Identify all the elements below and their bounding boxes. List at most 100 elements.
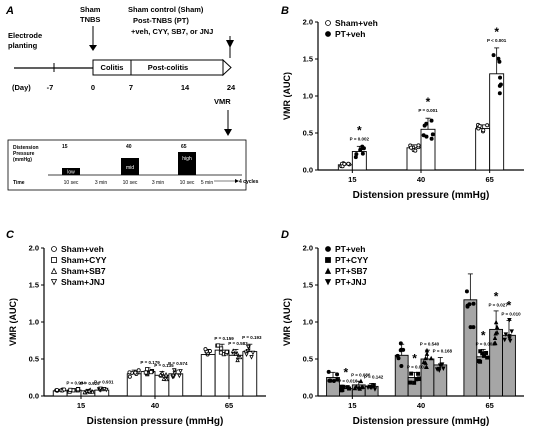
point-PT+veh-40-1: [429, 136, 434, 141]
point-PT+veh-40-4: [421, 133, 426, 138]
high-block: [178, 152, 196, 175]
p-value-2: P < 0.001: [487, 38, 507, 43]
vmr-label: VMR: [214, 97, 231, 106]
point-PT+CYY-15-4: [339, 388, 344, 393]
point-PT+SB7-40-4: [423, 360, 428, 365]
point-PT+SB7-65-4: [493, 340, 498, 346]
point-PT+veh-65-4: [497, 91, 502, 96]
colitis-label: Colitis: [101, 63, 124, 72]
day-prefix: (Day): [12, 83, 31, 92]
y-tick-label-0: 0.0: [29, 392, 39, 401]
mid-block: [121, 158, 139, 175]
point-PT+veh-40-2: [430, 132, 435, 137]
significance-star-2-1: *: [494, 289, 499, 303]
sham-tnbs-arrowhead: [89, 45, 97, 51]
point-Sham+SB7-40-1: [160, 370, 165, 375]
point-Sham+CYY-40-1: [145, 367, 150, 372]
y-tick-label-2: 1.0: [303, 318, 313, 327]
point-PT+veh-15-4: [335, 377, 340, 382]
legend-marker-1: [51, 257, 57, 263]
point-PT+veh-15-1: [360, 151, 365, 156]
point-Sham+JNJ-40-3: [178, 369, 183, 374]
cycles-label: 4 cycles: [239, 179, 259, 185]
point-Sham+SB7-15-6: [90, 389, 95, 394]
y-tick-label-1: 0.5: [29, 355, 39, 364]
pressure-label-1: Distension: [13, 145, 39, 151]
legend-marker-0: [325, 246, 331, 252]
panel-b-chart: B 0.0 0.5 1.0 1.5 2.0 VMR (AUC) Distension pre…: [281, 5, 524, 201]
point-PT+veh-15-3: [328, 378, 333, 383]
duration-5: 5 min: [201, 180, 213, 186]
point-PT+CYY-40-2: [408, 380, 413, 385]
p-value-0-2: P = 0.142: [364, 374, 384, 379]
cycles-arrowhead: [235, 179, 239, 183]
point-PT+SB7-15-2: [360, 384, 366, 389]
legend-marker-1: [325, 257, 331, 263]
x-tick-label-2: 65: [225, 401, 233, 410]
p-value-1-0: P = 0.179: [140, 360, 160, 365]
legend-label-0: Sham+veh: [335, 18, 378, 28]
p-value-2-2: P = 0.010: [501, 312, 521, 317]
bar-PT+JNJ-65: [502, 334, 516, 397]
x-tick-label-2: 65: [485, 175, 493, 184]
point-Sham+JNJ-65-3: [249, 355, 254, 360]
duration-4: 10 sec: [180, 180, 195, 186]
sham-control-label-2: Post-TNBS (PT): [133, 16, 189, 25]
legend-marker-0: [51, 246, 57, 252]
electrode-planting-label-1: Electrode: [8, 31, 42, 40]
point-Sham+CYY-40-5: [149, 370, 154, 375]
point-Sham+JNJ-40-4: [177, 373, 182, 379]
p-value-2-0: P = 0.001: [476, 341, 496, 346]
point-PT+veh-15-5: [354, 152, 359, 157]
point-Sham+CYY-65-6: [218, 350, 223, 355]
bar-Sham+CYY-65: [214, 349, 230, 397]
legend-label-1: Sham+CYY: [61, 255, 107, 265]
point-PT+veh-40-5: [395, 353, 400, 358]
point-Sham+CYY-15-6: [75, 387, 80, 392]
point-PT+veh-15-5: [326, 369, 331, 374]
bar-PT+veh-40: [394, 354, 409, 397]
significance-star-2-2: *: [507, 299, 512, 313]
x-tick-label-1: 40: [151, 401, 159, 410]
point-PT+JNJ-15-4: [371, 383, 377, 388]
day-tick-2: 7: [129, 83, 133, 92]
point-Sham+veh-40-6: [127, 370, 132, 375]
significance-star-2-0: *: [481, 328, 486, 342]
significance-star-1: *: [426, 95, 431, 109]
point-Sham+SB7-65-3: [237, 354, 243, 360]
x-tick-label-0: 15: [77, 401, 85, 410]
point-PT+veh-40-3: [399, 347, 404, 352]
point-PT+SB7-40-0: [428, 355, 434, 361]
point-PT+veh-65-2: [497, 83, 502, 88]
point-PT+veh-65-6: [465, 304, 470, 309]
point-PT+JNJ-15-6: [372, 387, 378, 392]
x-tick-label-1: 40: [417, 401, 425, 410]
point-PT+SB7-40-6: [424, 351, 430, 356]
p-value-1-1: P = 0.135: [154, 363, 174, 368]
vmr-arrowhead: [224, 129, 232, 136]
p-value-2-0: P = 0.159: [214, 336, 234, 341]
point-Sham+JNJ-15-2: [102, 387, 107, 392]
pressure-15: 15: [62, 144, 68, 150]
p-value-1-2: P = 0.574: [168, 361, 188, 366]
p-value-0-0: P = 0.016: [338, 378, 358, 383]
point-Sham+CYY-65-5: [219, 346, 224, 351]
point-Sham+veh-65-6: [203, 347, 208, 352]
p-value-2-1: P = 0.027: [488, 302, 508, 307]
point-PT+SB7-40-3: [423, 355, 428, 361]
x-tick-label-0: 15: [348, 401, 356, 410]
y-tick-label-3: 1.5: [29, 281, 39, 290]
bar-Sham+veh-65: [200, 354, 216, 397]
x-tick-label-1: 40: [417, 175, 425, 184]
sham-control-label-1: Sham control (Sham): [128, 5, 204, 14]
point-PT+veh-15-6: [358, 148, 363, 153]
point-Sham+veh-65-5: [477, 124, 482, 129]
point-PT+veh-65-0: [471, 301, 476, 306]
bar-PT+veh-65: [463, 299, 478, 397]
point-PT+JNJ-40-4: [441, 366, 446, 372]
legend-marker-2: [324, 267, 332, 274]
y-tick-label-4: 2.0: [303, 18, 313, 27]
point-Sham+veh-65-6: [481, 128, 486, 133]
point-PT+CYY-15-3: [345, 385, 350, 390]
point-PT+JNJ-65-6: [507, 336, 512, 341]
